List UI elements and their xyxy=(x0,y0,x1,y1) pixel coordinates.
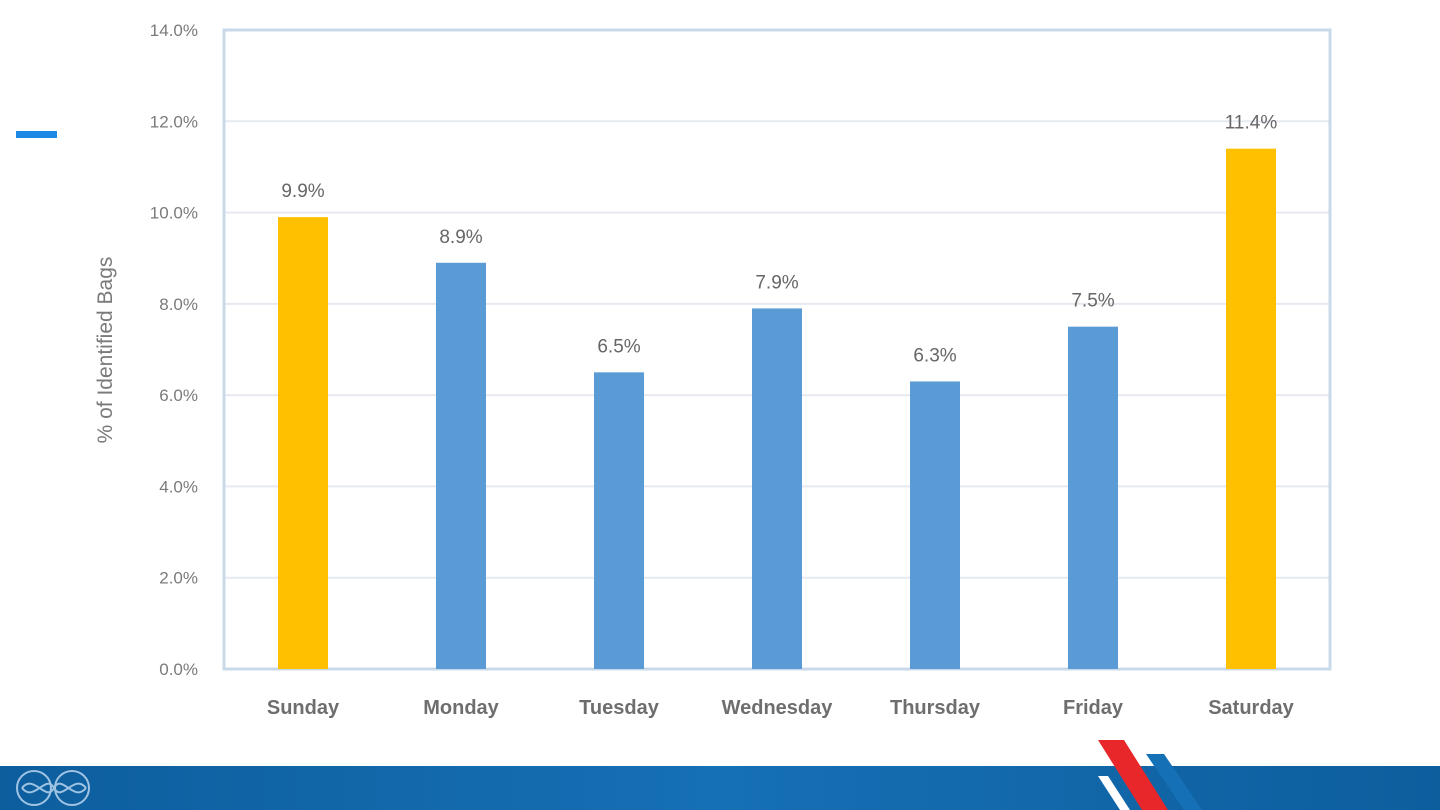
data-label: 8.9% xyxy=(439,227,482,248)
x-category-label: Tuesday xyxy=(579,697,660,719)
data-label: 6.3% xyxy=(913,345,956,366)
x-category-label: Sunday xyxy=(267,697,340,719)
y-tick-label: 8.0% xyxy=(159,295,198,314)
bar-thursday xyxy=(910,381,960,669)
data-label: 7.5% xyxy=(1071,291,1114,312)
y-tick-label: 2.0% xyxy=(159,569,198,588)
data-label: 11.4% xyxy=(1225,113,1278,134)
data-label: 9.9% xyxy=(281,181,324,202)
y-axis-title: % of Identified Bags xyxy=(94,257,117,444)
bar-tuesday xyxy=(594,372,644,669)
bars xyxy=(278,148,1276,669)
y-tick-label: 12.0% xyxy=(150,112,198,131)
y-tick-label: 10.0% xyxy=(150,204,198,223)
y-tick-label: 14.0% xyxy=(150,21,198,40)
footer-bar xyxy=(0,766,1440,810)
bar-friday xyxy=(1068,326,1118,669)
data-label: 7.9% xyxy=(755,272,798,293)
y-tick-label: 0.0% xyxy=(159,660,198,679)
accent-dash xyxy=(16,131,57,138)
y-tick-label: 6.0% xyxy=(159,386,198,405)
bar-sunday xyxy=(278,217,328,669)
bar-saturday xyxy=(1226,148,1276,669)
data-label: 6.5% xyxy=(597,336,640,357)
bar-chart: 0.0% 2.0% 4.0% 6.0% 8.0% 10.0% 12.0% 14.0% 9.9%… xyxy=(94,21,1332,719)
diagonal-stripes-icon xyxy=(1098,740,1202,810)
data-labels: 9.9% 8.9% 6.5% 7.9% 6.3% 7.5% 11.4% xyxy=(281,113,1277,367)
x-axis-categories: Sunday Monday Tuesday Wednesday Thursday Frid… xyxy=(267,697,1295,719)
x-category-label: Monday xyxy=(423,697,499,719)
bar-wednesday xyxy=(752,308,802,669)
y-axis-ticks: 0.0% 2.0% 4.0% 6.0% 8.0% 10.0% 12.0% 14.0% xyxy=(150,21,198,679)
x-category-label: Saturday xyxy=(1208,697,1294,719)
x-category-label: Friday xyxy=(1063,697,1124,719)
y-tick-label: 4.0% xyxy=(159,477,198,496)
x-category-label: Thursday xyxy=(890,697,981,719)
x-category-label: Wednesday xyxy=(722,697,834,719)
gridlines xyxy=(224,120,1330,579)
infinity-loop-icon xyxy=(16,770,90,806)
bar-monday xyxy=(436,262,486,669)
